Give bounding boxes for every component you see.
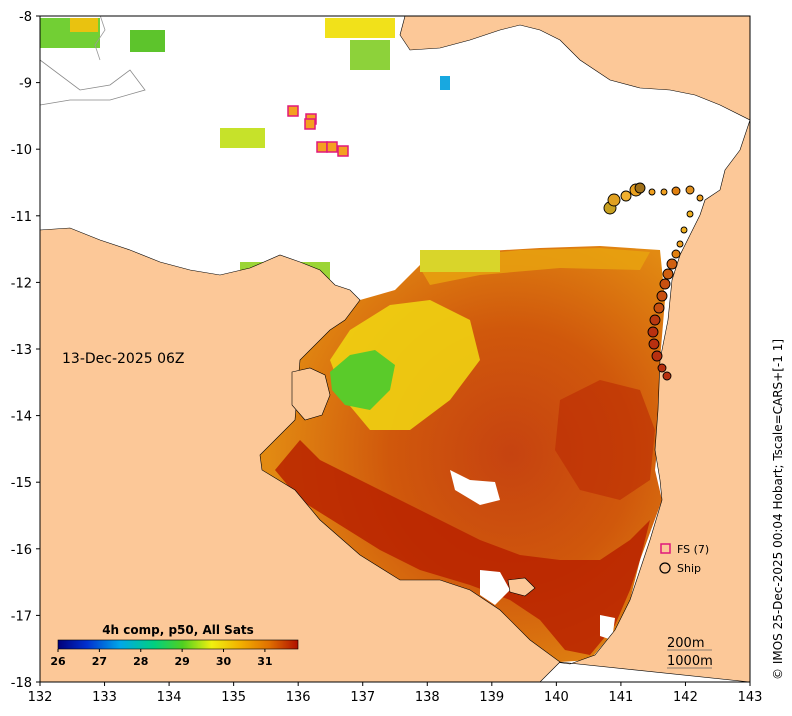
fs-legend-label: FS (7) (677, 543, 709, 556)
sst-patch (325, 18, 395, 38)
y-tick-label: -12 (11, 276, 32, 291)
cloud-gap (480, 570, 510, 605)
y-tick-label: -11 (11, 210, 32, 225)
sst-patch (440, 76, 450, 90)
ship-marker (648, 188, 656, 196)
sst-patch (130, 30, 165, 52)
land-outline-west (40, 59, 146, 106)
fs-marker (337, 145, 349, 157)
x-tick-label: 139 (479, 690, 504, 705)
land-mornington (507, 577, 536, 597)
ship-track (603, 182, 704, 381)
y-tick-label: -16 (11, 543, 32, 558)
colorbar-tick-label: 26 (50, 655, 66, 668)
ship-marker (649, 314, 661, 326)
x-tick-label: 134 (157, 690, 182, 705)
x-tick-label: 140 (544, 690, 569, 705)
x-tick-label: 141 (608, 690, 633, 705)
date-label: 13-Dec-2025 06Z (62, 351, 185, 367)
ship-marker (685, 185, 695, 195)
ship-marker (634, 182, 646, 194)
x-tick-label: 132 (28, 690, 53, 705)
fs-marker (287, 105, 299, 117)
ship-marker (656, 290, 668, 302)
x-tick-label: 135 (221, 690, 246, 705)
ship-marker (686, 210, 694, 218)
x-tick-label: 133 (92, 690, 117, 705)
legend: FS (7) Ship (659, 543, 709, 575)
ship-marker (648, 338, 660, 350)
colorbar-tick-label: 31 (257, 655, 272, 668)
colorbar-title: 4h comp, p50, All Sats (102, 623, 254, 637)
sst-patch (350, 40, 390, 70)
ship-legend-icon (659, 562, 671, 574)
y-axis: -8 -9 -10 -11 -12 -13 -14 -15 -16 -17 -18 (11, 10, 40, 691)
land-groote-eylandt (291, 367, 331, 421)
ship-marker (671, 249, 681, 259)
colorbar-tick-label: 28 (133, 655, 148, 668)
colorbar-tick-label: 30 (216, 655, 232, 668)
contour-1000-label: 1000m (667, 654, 713, 669)
fs-markers (287, 105, 349, 157)
ship-marker (676, 240, 684, 248)
ship-marker (653, 302, 665, 314)
fs-marker (304, 118, 316, 130)
land-arnhem (40, 227, 561, 682)
ship-marker (680, 226, 688, 234)
colorbar-tick-label: 29 (174, 655, 189, 668)
y-tick-label: -17 (11, 609, 32, 624)
cloud-gap (450, 470, 500, 505)
land-cape-york (539, 119, 750, 682)
colorbar-tick-label: 27 (92, 655, 107, 668)
x-tick-label: 138 (415, 690, 440, 705)
ship-marker (666, 258, 678, 270)
sst-hot-band (275, 440, 650, 655)
y-tick-label: -18 (11, 676, 32, 691)
sst-green-patch (330, 350, 395, 410)
y-tick-label: -14 (11, 410, 32, 425)
sst-patch (220, 128, 265, 148)
x-tick-label: 137 (350, 690, 375, 705)
y-tick-label: -8 (19, 10, 32, 25)
colorbar-ramp (57, 639, 299, 650)
ship-marker (620, 190, 632, 202)
y-tick-label: -9 (19, 77, 32, 92)
ship-marker (696, 194, 704, 202)
y-tick-label: -15 (11, 476, 32, 491)
ship-marker (662, 268, 674, 280)
ship-marker (657, 363, 667, 373)
sst-patch (420, 250, 500, 272)
ship-marker (671, 186, 681, 196)
ship-marker (660, 188, 668, 196)
contour-legend: 200m 1000m (667, 636, 713, 669)
fs-marker (316, 141, 328, 153)
fs-marker (326, 141, 338, 153)
colorbar: 4h comp, p50, All Sats 26 27 28 29 30 31 (50, 623, 299, 668)
ship-marker (607, 193, 621, 207)
fs-legend-icon (660, 543, 671, 554)
land-new-guinea (399, 16, 750, 121)
sst-patch (70, 18, 98, 32)
y-tick-label: -10 (11, 143, 32, 158)
x-tick-label: 136 (286, 690, 311, 705)
contour-line (94, 16, 106, 61)
ship-legend-label: Ship (677, 562, 701, 575)
x-tick-label: 143 (738, 690, 763, 705)
y-tick-label: -13 (11, 343, 32, 358)
side-caption: © IMOS 25-Dec-2025 00:04 Hobart; Tscale=… (771, 339, 785, 680)
x-tick-label: 142 (673, 690, 698, 705)
ship-marker (651, 350, 663, 362)
cloud-gap (600, 615, 615, 640)
ship-marker (659, 278, 671, 290)
ship-marker (647, 326, 659, 338)
ship-marker (662, 371, 672, 381)
sst-hot-east (555, 380, 655, 500)
contour-200-label: 200m (667, 636, 704, 651)
x-axis: 132 133 134 135 136 137 138 139 140 141 142 143 (28, 682, 763, 705)
